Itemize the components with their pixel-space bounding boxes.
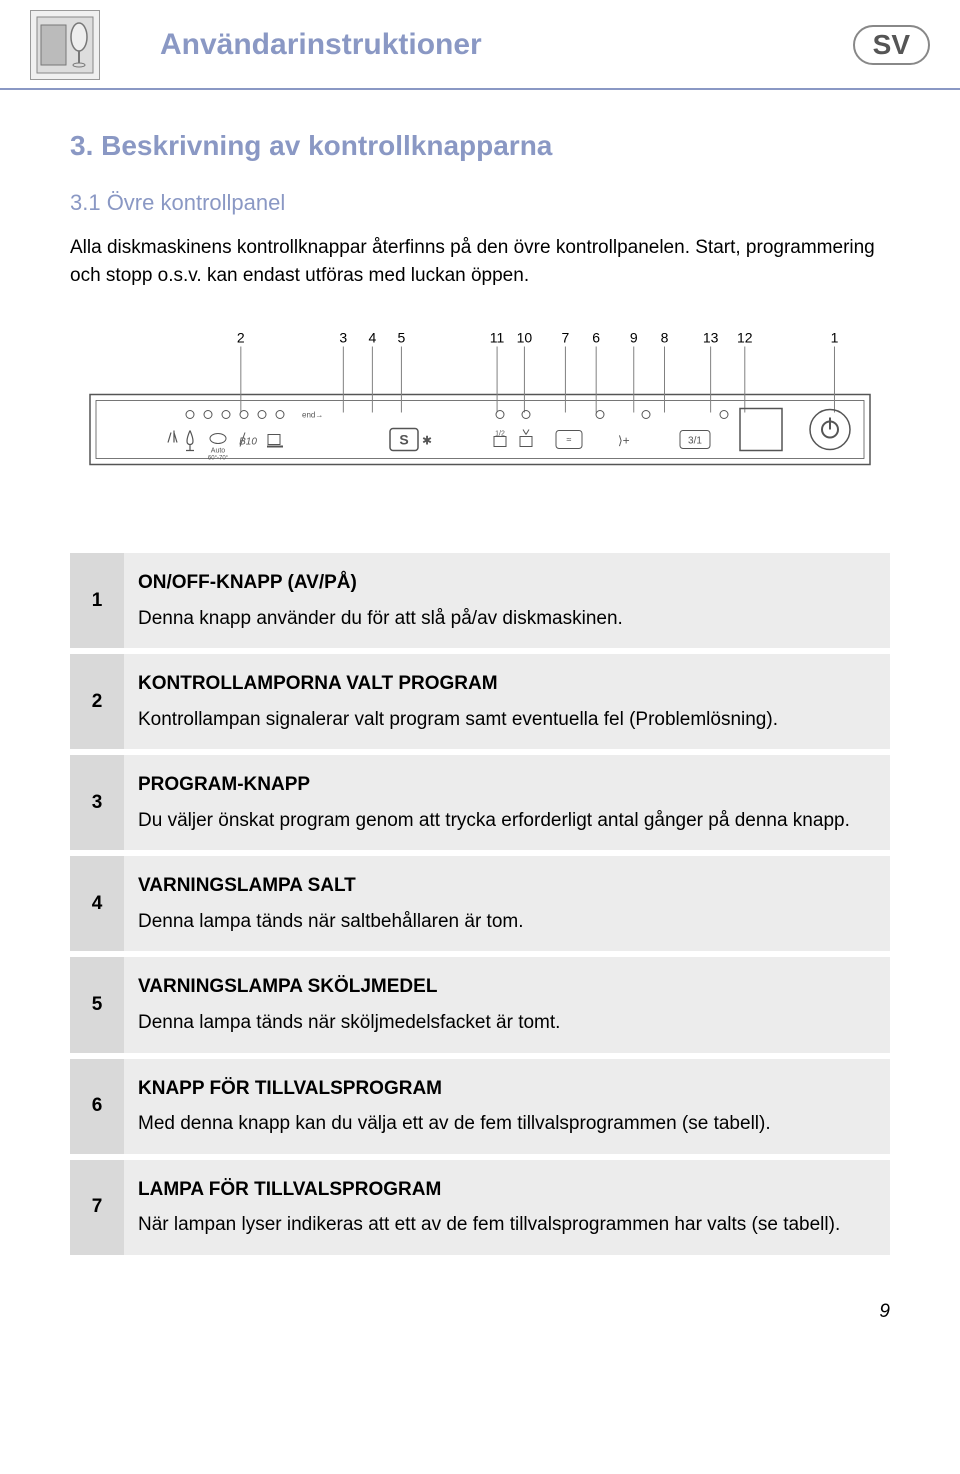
control-description: PROGRAM-KNAPP Du väljer önskat program ge… [124, 755, 890, 850]
control-title: KONTROLLAMPORNA VALT PROGRAM [138, 670, 876, 698]
svg-text:13: 13 [703, 330, 719, 346]
control-description: VARNINGSLAMPA SKÖLJMEDEL Denna lampa tänd… [124, 957, 890, 1052]
control-number: 4 [70, 856, 124, 951]
svg-text:end→: end→ [302, 411, 323, 420]
svg-text:6: 6 [592, 330, 600, 346]
svg-text:12: 12 [737, 330, 753, 346]
control-body: Med denna knapp kan du välja ett av de f… [138, 1110, 876, 1138]
svg-text:7: 7 [562, 330, 570, 346]
control-body: Kontrollampan signalerar valt program sa… [138, 706, 876, 734]
svg-text:3/1: 3/1 [688, 436, 702, 447]
table-row: 4 VARNINGSLAMPA SALT Denna lampa tänds när… [70, 856, 890, 951]
svg-text:9: 9 [630, 330, 638, 346]
control-panel-diagram: 23451110769813121Auto60°-70°B10end→S✱1/2… [70, 317, 890, 492]
control-body: Denna lampa tänds när saltbehållaren är … [138, 908, 876, 936]
control-body: När lampan lyser indikeras att ett av de… [138, 1211, 876, 1239]
svg-text:1/2: 1/2 [495, 431, 505, 438]
control-title: KNAPP FÖR TILLVALSPROGRAM [138, 1075, 876, 1103]
page-number: 9 [0, 1281, 960, 1343]
table-row: 5 VARNINGSLAMPA SKÖLJMEDEL Denna lampa tän… [70, 957, 890, 1052]
svg-text:10: 10 [517, 330, 533, 346]
control-body: Denna knapp använder du för att slå på/a… [138, 605, 876, 633]
svg-text:11: 11 [490, 330, 505, 346]
section-intro: Alla diskmaskinens kontrollknappar återf… [70, 234, 890, 289]
table-row: 1 ON/OFF-KNAPP (AV/PÅ) Denna knapp använde… [70, 553, 890, 648]
svg-text:3: 3 [339, 330, 347, 346]
svg-text:2: 2 [237, 330, 245, 346]
section-subheading: 3.1 Övre kontrollpanel [70, 190, 890, 216]
control-description: ON/OFF-KNAPP (AV/PÅ) Denna knapp använder… [124, 553, 890, 648]
svg-text:5: 5 [398, 330, 406, 346]
page-title: Användarinstruktioner [160, 28, 482, 62]
controls-table: 1 ON/OFF-KNAPP (AV/PÅ) Denna knapp använde… [70, 547, 890, 1261]
table-row: 2 KONTROLLAMPORNA VALT PROGRAM Kontrollamp… [70, 654, 890, 749]
control-number: 1 [70, 553, 124, 648]
control-description: VARNINGSLAMPA SALT Denna lampa tänds när … [124, 856, 890, 951]
control-title: ON/OFF-KNAPP (AV/PÅ) [138, 569, 876, 597]
control-body: Du väljer önskat program genom att tryck… [138, 807, 876, 835]
svg-text:1: 1 [831, 330, 839, 346]
table-row: 7 LAMPA FÖR TILLVALSPROGRAM När lampan lys… [70, 1160, 890, 1255]
control-title: PROGRAM-KNAPP [138, 771, 876, 799]
control-description: KNAPP FÖR TILLVALSPROGRAM Med denna knapp… [124, 1059, 890, 1154]
svg-text:S: S [399, 432, 408, 448]
product-logo [30, 10, 100, 80]
svg-text:8: 8 [661, 330, 669, 346]
content: 3. Beskrivning av kontrollknapparna 3.1 … [0, 90, 960, 1281]
svg-text:⟩+: ⟩+ [618, 434, 630, 448]
control-title: LAMPA FÖR TILLVALSPROGRAM [138, 1176, 876, 1204]
svg-text:✱: ✱ [422, 434, 432, 448]
header-left: Användarinstruktioner [30, 10, 482, 80]
control-description: LAMPA FÖR TILLVALSPROGRAM När lampan lyse… [124, 1160, 890, 1255]
control-title: VARNINGSLAMPA SALT [138, 872, 876, 900]
page-header: Användarinstruktioner SV [0, 0, 960, 90]
svg-text:Auto: Auto [211, 448, 226, 455]
svg-text:4: 4 [368, 330, 376, 346]
language-badge: SV [853, 25, 930, 65]
control-title: VARNINGSLAMPA SKÖLJMEDEL [138, 973, 876, 1001]
control-number: 5 [70, 957, 124, 1052]
control-number: 3 [70, 755, 124, 850]
control-number: 2 [70, 654, 124, 749]
control-description: KONTROLLAMPORNA VALT PROGRAM Kontrollampa… [124, 654, 890, 749]
table-row: 3 PROGRAM-KNAPP Du väljer önskat program g… [70, 755, 890, 850]
svg-text:60°-70°: 60°-70° [208, 456, 229, 462]
control-number: 6 [70, 1059, 124, 1154]
table-row: 6 KNAPP FÖR TILLVALSPROGRAM Med denna knap… [70, 1059, 890, 1154]
svg-text:≈: ≈ [567, 435, 572, 445]
control-body: Denna lampa tänds när sköljmedelsfacket … [138, 1009, 876, 1037]
control-number: 7 [70, 1160, 124, 1255]
section-heading: 3. Beskrivning av kontrollknapparna [70, 130, 890, 162]
